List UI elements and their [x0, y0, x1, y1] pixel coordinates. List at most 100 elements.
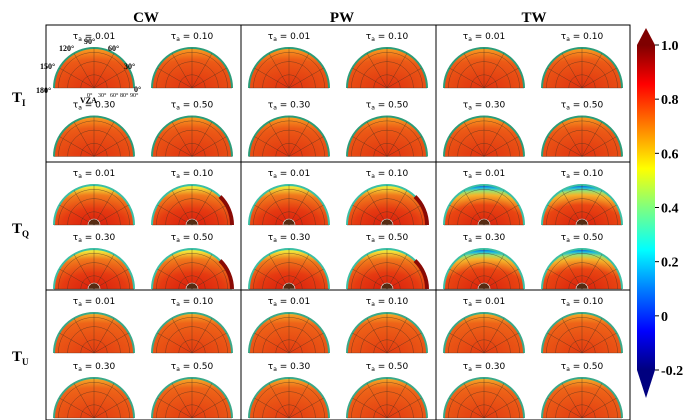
polar-grid — [249, 249, 329, 290]
polar-grid-spoke — [288, 397, 324, 419]
polar-panel: τa = 0.10 — [541, 169, 623, 226]
polar-grid-spoke — [483, 383, 505, 419]
polar-grid — [542, 313, 622, 354]
polar-grid-spoke — [463, 318, 485, 354]
polar-grid-spoke — [254, 67, 290, 89]
polar-panel: τa = 0.10 — [346, 32, 428, 89]
colorbar-tick-label: 0.4 — [661, 202, 679, 217]
tau-value: = 0.01 — [472, 169, 505, 179]
tau-symbol: τ — [561, 32, 566, 42]
tau-value: = 0.50 — [375, 362, 409, 372]
tau-symbol: τ — [73, 32, 78, 42]
tau-value: = 0.01 — [277, 32, 310, 42]
polar-grid-spoke — [191, 121, 213, 157]
grid-outline — [45, 24, 631, 420]
azimuth-label-180: 180° — [36, 86, 51, 95]
polar-grid-spoke — [366, 254, 388, 290]
polar-panel: τa = 0.10 — [346, 169, 429, 226]
polar-grid-spoke — [191, 397, 227, 419]
tau-value: = 0.50 — [570, 362, 604, 372]
colorbar-tick-label: 0.6 — [661, 147, 679, 162]
tau-value: = 0.30 — [82, 101, 116, 111]
polar-panel: τa = 0.01 — [248, 32, 330, 89]
polar-grid-spoke — [352, 67, 388, 89]
polar-grid-spoke — [386, 254, 408, 290]
polar-grid-spoke — [93, 190, 115, 226]
polar-grid — [152, 116, 232, 157]
tau-subscript: a — [371, 237, 375, 244]
polar-grid-spoke — [73, 190, 95, 226]
polar-grid-spoke — [157, 397, 193, 419]
polar-grid-spoke — [93, 204, 129, 226]
tau-symbol: τ — [171, 101, 176, 111]
tau-symbol: τ — [463, 297, 468, 307]
tau-symbol: τ — [366, 297, 371, 307]
polar-grid-spoke — [449, 268, 485, 290]
polar-grid-spoke — [191, 190, 213, 226]
polar-grid-spoke — [483, 136, 519, 157]
tau-label: τa = 0.30 — [463, 233, 506, 244]
polar-grid-spoke — [93, 397, 129, 419]
polar-grid — [347, 185, 427, 226]
tau-symbol: τ — [73, 101, 78, 111]
polar-grid-spoke — [73, 254, 95, 290]
tau-label: τa = 0.30 — [73, 362, 116, 373]
polar-grid-spoke — [386, 67, 422, 89]
polar-grid-spoke — [366, 383, 388, 419]
polar-panel: τa = 0.30 — [248, 362, 330, 419]
polar-grid-spoke — [171, 121, 193, 157]
polar-panel: τa = 0.30 — [53, 101, 135, 157]
tau-symbol: τ — [171, 297, 176, 307]
polar-panel: τa = 0.30 — [443, 362, 525, 419]
tau-subscript: a — [78, 173, 82, 180]
polar-grid-spoke — [352, 204, 388, 226]
tau-symbol: τ — [463, 101, 468, 111]
tau-label: τa = 0.10 — [561, 297, 604, 308]
polar-grid-spoke — [93, 136, 129, 157]
tau-label: τa = 0.10 — [366, 297, 409, 308]
polar-grid — [542, 185, 622, 226]
tau-symbol: τ — [171, 233, 176, 243]
polar-grid-spoke — [268, 318, 290, 354]
polar-panel: τa = 0.30 — [443, 101, 525, 157]
tau-subscript: a — [273, 173, 277, 180]
polar-grid-spoke — [288, 67, 324, 89]
polar-grid-spoke — [483, 268, 519, 290]
tau-value: = 0.50 — [180, 101, 214, 111]
polar-panel: τa = 0.50 — [151, 362, 233, 419]
polar-grid — [249, 313, 329, 354]
polar-grid — [249, 378, 329, 419]
polar-grid-spoke — [268, 254, 290, 290]
polar-grid — [347, 48, 427, 89]
polar-panel: τa = 0.01 — [443, 169, 525, 226]
column-header-tw: TW — [521, 10, 546, 26]
polar-grid-spoke — [93, 383, 115, 419]
polar-grid-spoke — [561, 254, 583, 290]
tau-label: τa = 0.01 — [268, 32, 310, 43]
polar-grid-spoke — [463, 254, 485, 290]
edge-band — [413, 259, 429, 290]
tau-label: τa = 0.10 — [561, 169, 604, 180]
tau-subscript: a — [273, 366, 277, 373]
polar-grid — [54, 249, 134, 290]
column-header-cw: CW — [133, 10, 159, 26]
polar-grid-spoke — [386, 383, 408, 419]
polar-grid-spoke — [352, 332, 388, 354]
polar-grid-spoke — [59, 204, 95, 226]
tau-value: = 0.50 — [570, 233, 604, 243]
tau-symbol: τ — [463, 362, 468, 372]
polar-grid-spoke — [171, 318, 193, 354]
polar-panel: τa = 0.01 — [53, 32, 135, 89]
tau-value: = 0.10 — [180, 169, 214, 179]
tau-label: τa = 0.50 — [561, 101, 604, 112]
polar-grid — [54, 185, 134, 226]
tau-symbol: τ — [268, 32, 273, 42]
polar-grid-spoke — [59, 268, 95, 290]
polar-grid-spoke — [449, 332, 485, 354]
polar-grid — [54, 378, 134, 419]
polar-grid-spoke — [449, 397, 485, 419]
tau-value: = 0.10 — [180, 297, 214, 307]
tau-label: τa = 0.01 — [463, 169, 505, 180]
tau-subscript: a — [78, 366, 82, 373]
